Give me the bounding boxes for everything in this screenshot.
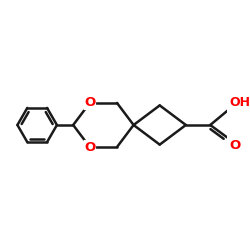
Text: O: O bbox=[84, 96, 96, 110]
Text: OH: OH bbox=[230, 96, 250, 109]
Text: O: O bbox=[230, 139, 241, 152]
Text: O: O bbox=[84, 140, 96, 153]
